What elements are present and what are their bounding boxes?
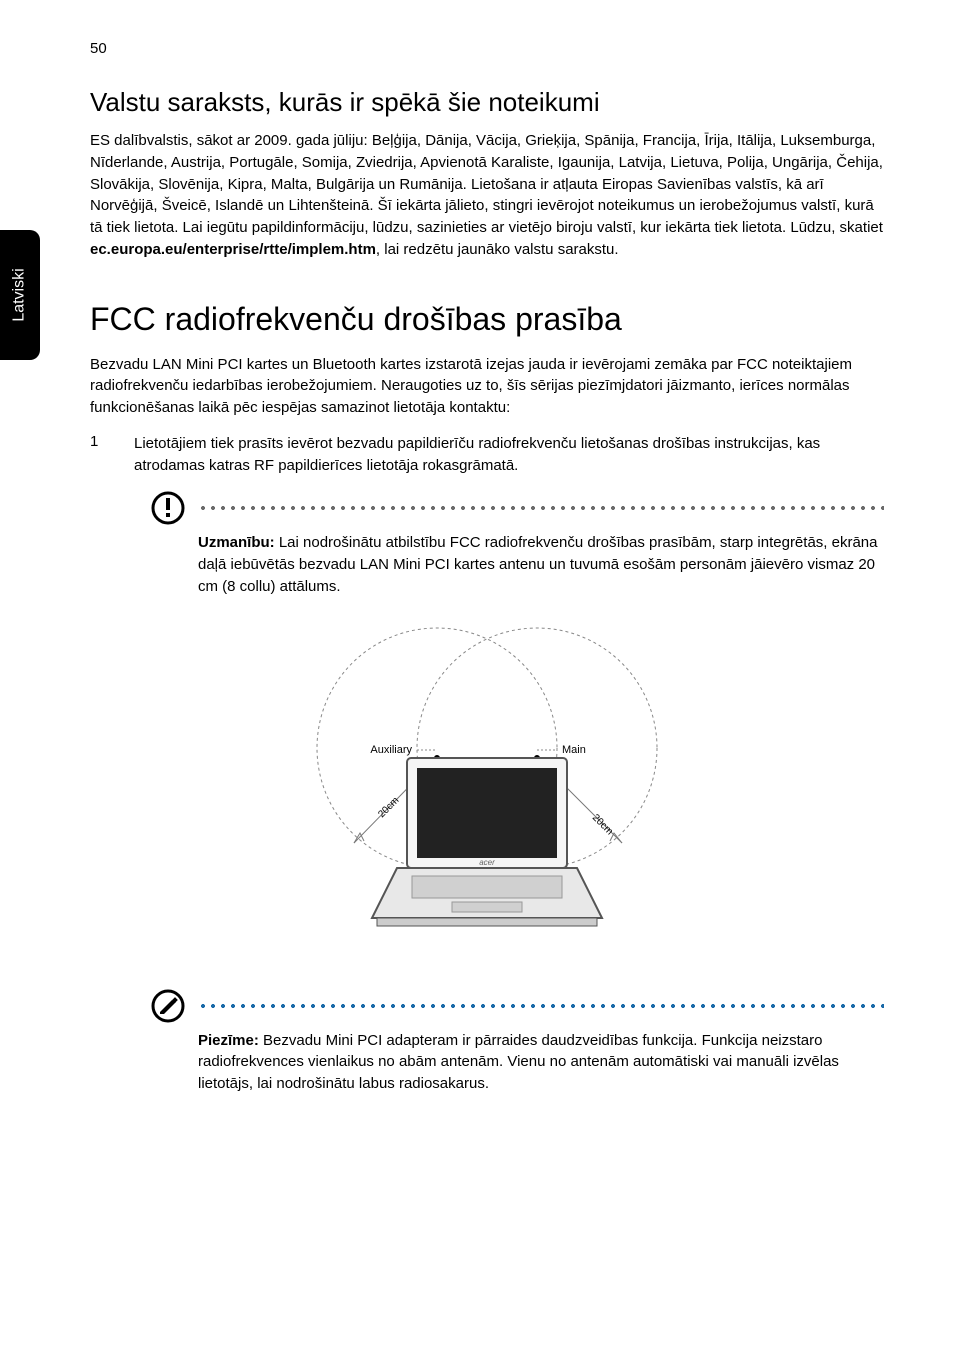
- note-text: Piezīme: Bezvadu Mini PCI adapteram ir p…: [198, 1030, 884, 1095]
- page-number: 50: [90, 40, 884, 57]
- note-dots: [198, 1004, 884, 1008]
- laptop-icon: acer: [372, 758, 602, 926]
- caution-text: Uzmanību: Lai nodrošinātu atbilstību FCC…: [198, 532, 884, 597]
- section2-heading: FCC radiofrekvenču drošības prasība: [90, 301, 884, 338]
- note-callout: Piezīme: Bezvadu Mini PCI adapteram ir p…: [150, 988, 884, 1095]
- section1-body: ES dalībvalstis, sākot ar 2009. gada jūl…: [90, 130, 884, 261]
- main-label: Main: [562, 744, 586, 756]
- laptop-brand: acer: [479, 858, 495, 867]
- caution-icon: [150, 490, 186, 526]
- side-tab-label: Latviski: [11, 268, 29, 321]
- item-text: Lietotājiem tiek prasīts ievērot bezvadu…: [134, 433, 884, 477]
- antenna-diagram: Auxiliary Main 20cm 20cm: [90, 618, 884, 958]
- item-number: 1: [90, 433, 110, 477]
- section2-intro: Bezvadu LAN Mini PCI kartes un Bluetooth…: [90, 354, 884, 419]
- note-icon: [150, 988, 186, 1024]
- side-tab: Latviski: [0, 230, 40, 360]
- aux-label: Auxiliary: [370, 744, 412, 756]
- numbered-item-1: 1 Lietotājiem tiek prasīts ievērot bezva…: [90, 433, 884, 477]
- section1-heading: Valstu saraksts, kurās ir spēkā šie note…: [90, 87, 884, 118]
- caution-dots: [198, 506, 884, 510]
- dist-right: 20cm: [590, 812, 615, 837]
- caution-callout: Uzmanību: Lai nodrošinātu atbilstību FCC…: [150, 490, 884, 597]
